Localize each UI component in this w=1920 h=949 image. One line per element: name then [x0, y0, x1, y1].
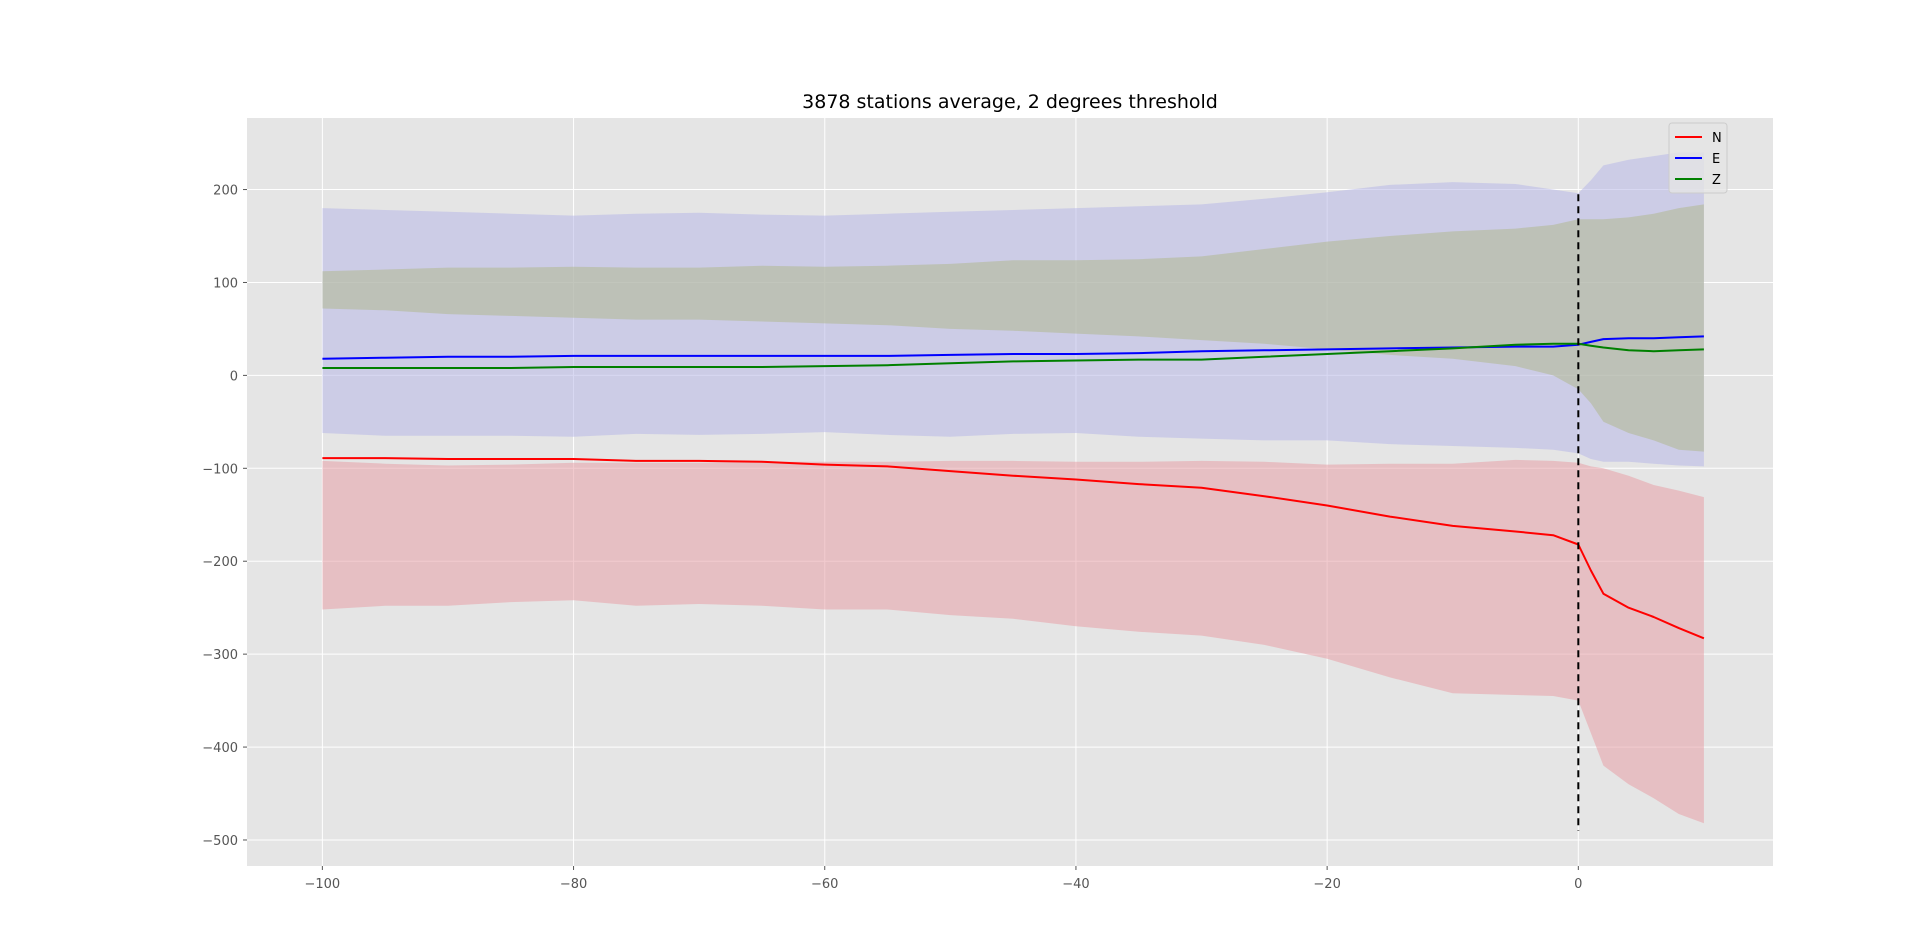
legend-label-e: E — [1712, 152, 1720, 167]
y-tick-label: 200 — [213, 184, 238, 199]
legend: NEZ — [1668, 122, 1728, 194]
legend-label-n: N — [1712, 131, 1722, 146]
x-axis-ticks: −100 −80 −60 −40 −20 0 — [304, 866, 1582, 892]
x-tick-label: −40 — [1062, 877, 1089, 892]
chart-title: 3878 stations average, 2 degrees thresho… — [802, 91, 1218, 113]
line-n — [322, 457, 1705, 640]
y-tick-label: −100 — [202, 462, 238, 477]
band-n — [322, 459, 1704, 824]
legend-label-z: Z — [1712, 173, 1721, 188]
x-tick-label: −100 — [304, 877, 340, 892]
x-tick-label: 0 — [1574, 877, 1582, 892]
y-tick-label: −500 — [202, 834, 238, 849]
y-tick-label: 100 — [213, 276, 238, 291]
y-axis-ticks: 200 100 0 −100 −200 −300 −400 −500 — [202, 184, 247, 849]
x-tick-label: −20 — [1313, 877, 1340, 892]
line-z — [322, 342, 1704, 369]
line-e — [322, 335, 1704, 360]
confidence-bands — [322, 152, 1704, 824]
y-tick-label: 0 — [230, 369, 238, 384]
y-tick-label: −400 — [202, 741, 238, 756]
x-tick-label: −80 — [560, 877, 587, 892]
x-tick-label: −60 — [811, 877, 838, 892]
y-tick-label: −300 — [202, 648, 238, 663]
band-z — [322, 204, 1704, 452]
y-tick-label: −200 — [202, 555, 238, 570]
series-lines — [322, 335, 1705, 640]
